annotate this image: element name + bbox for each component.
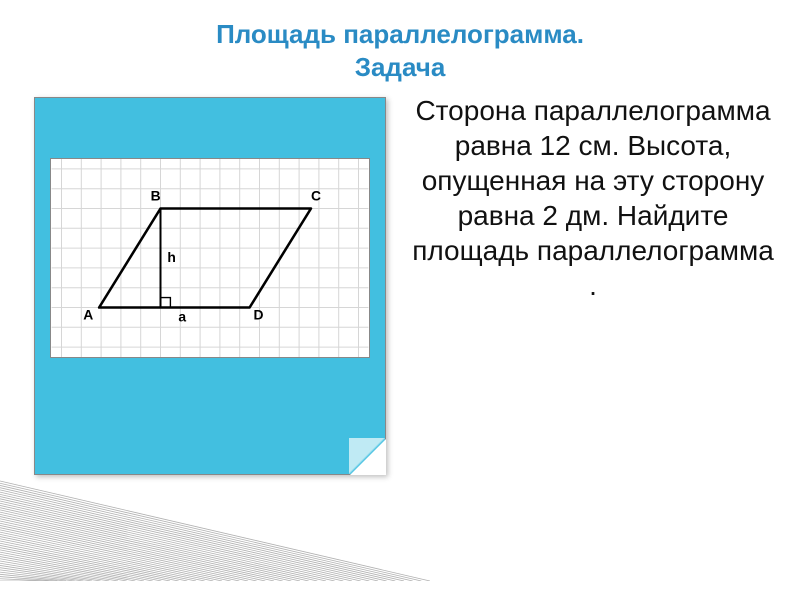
parallelogram-diagram: A B C Dh a bbox=[51, 159, 369, 357]
problem-body: Сторона параллелограмма равна 12 см. Выс… bbox=[412, 95, 774, 266]
svg-text:A: A bbox=[83, 306, 93, 322]
svg-text:a: a bbox=[178, 308, 186, 324]
diagram-box: A B C Dh a bbox=[50, 158, 370, 358]
problem-text: Сторона параллелограмма равна 12 см. Выс… bbox=[398, 93, 788, 303]
svg-text:B: B bbox=[151, 188, 161, 204]
svg-text:h: h bbox=[167, 249, 175, 265]
problem-trailing-dot: . bbox=[589, 270, 597, 301]
svg-text:C: C bbox=[311, 188, 321, 204]
content-area: A B C Dh a Сторона параллелограмма равна 12 … bbox=[0, 91, 800, 581]
figure-frame: A B C Dh a bbox=[34, 97, 386, 475]
slide-title: Площадь параллелограмма. Задача bbox=[0, 0, 800, 91]
title-line-1: Площадь параллелограмма. bbox=[216, 19, 584, 49]
decorative-hatch bbox=[0, 461, 430, 581]
title-line-2: Задача bbox=[355, 52, 446, 82]
svg-text:D: D bbox=[254, 306, 264, 322]
